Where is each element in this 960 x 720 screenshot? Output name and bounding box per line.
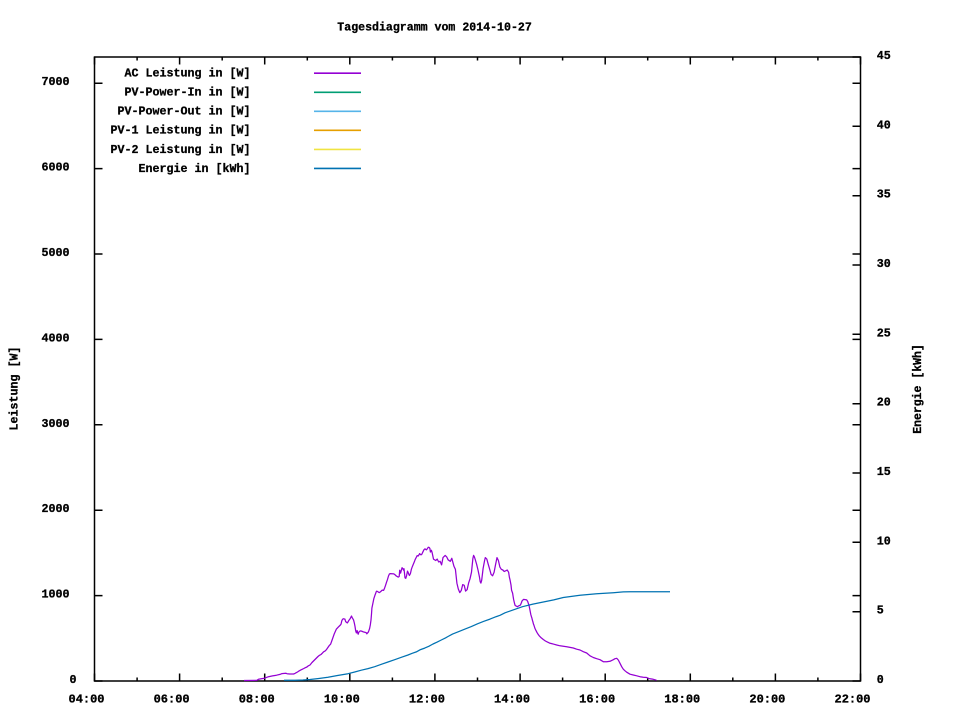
svg-text:30: 30 [877,257,891,271]
svg-text:45: 45 [877,49,891,63]
svg-text:6000: 6000 [42,161,70,175]
svg-text:7000: 7000 [42,75,70,89]
svg-text:Energie [kWh]: Energie [kWh] [911,344,925,434]
svg-text:1000: 1000 [42,588,70,602]
svg-text:0: 0 [877,673,884,687]
svg-text:35: 35 [877,188,891,202]
svg-text:40: 40 [877,118,891,132]
svg-text:PV-Power-In in [W]: PV-Power-In in [W] [125,86,251,100]
svg-text:Energie in [kWh]: Energie in [kWh] [139,162,251,176]
svg-text:06:00: 06:00 [154,692,190,706]
svg-text:04:00: 04:00 [69,692,105,706]
svg-text:Tagesdiagramm vom 2014-10-27: Tagesdiagramm vom 2014-10-27 [337,21,532,35]
svg-text:3000: 3000 [42,417,70,431]
svg-text:PV-1 Leistung in [W]: PV-1 Leistung in [W] [111,124,251,138]
svg-text:18:00: 18:00 [664,692,700,706]
svg-text:5000: 5000 [42,246,70,260]
svg-text:25: 25 [877,326,891,340]
svg-text:4000: 4000 [42,331,70,345]
svg-text:AC Leistung in [W]: AC Leistung in [W] [125,67,251,81]
svg-text:Leistung [W]: Leistung [W] [8,347,22,431]
svg-text:14:00: 14:00 [494,692,530,706]
svg-text:22:00: 22:00 [835,692,871,706]
svg-text:20: 20 [877,396,891,410]
svg-text:08:00: 08:00 [239,692,275,706]
svg-text:10: 10 [877,534,891,548]
svg-text:12:00: 12:00 [409,692,445,706]
svg-text:PV-2 Leistung in [W]: PV-2 Leistung in [W] [111,143,251,157]
svg-text:5: 5 [877,604,884,618]
svg-text:15: 15 [877,465,891,479]
svg-text:16:00: 16:00 [579,692,615,706]
svg-text:2000: 2000 [42,502,70,516]
svg-text:PV-Power-Out in [W]: PV-Power-Out in [W] [118,105,251,119]
svg-text:0: 0 [70,673,77,687]
svg-text:10:00: 10:00 [324,692,360,706]
svg-text:20:00: 20:00 [749,692,785,706]
